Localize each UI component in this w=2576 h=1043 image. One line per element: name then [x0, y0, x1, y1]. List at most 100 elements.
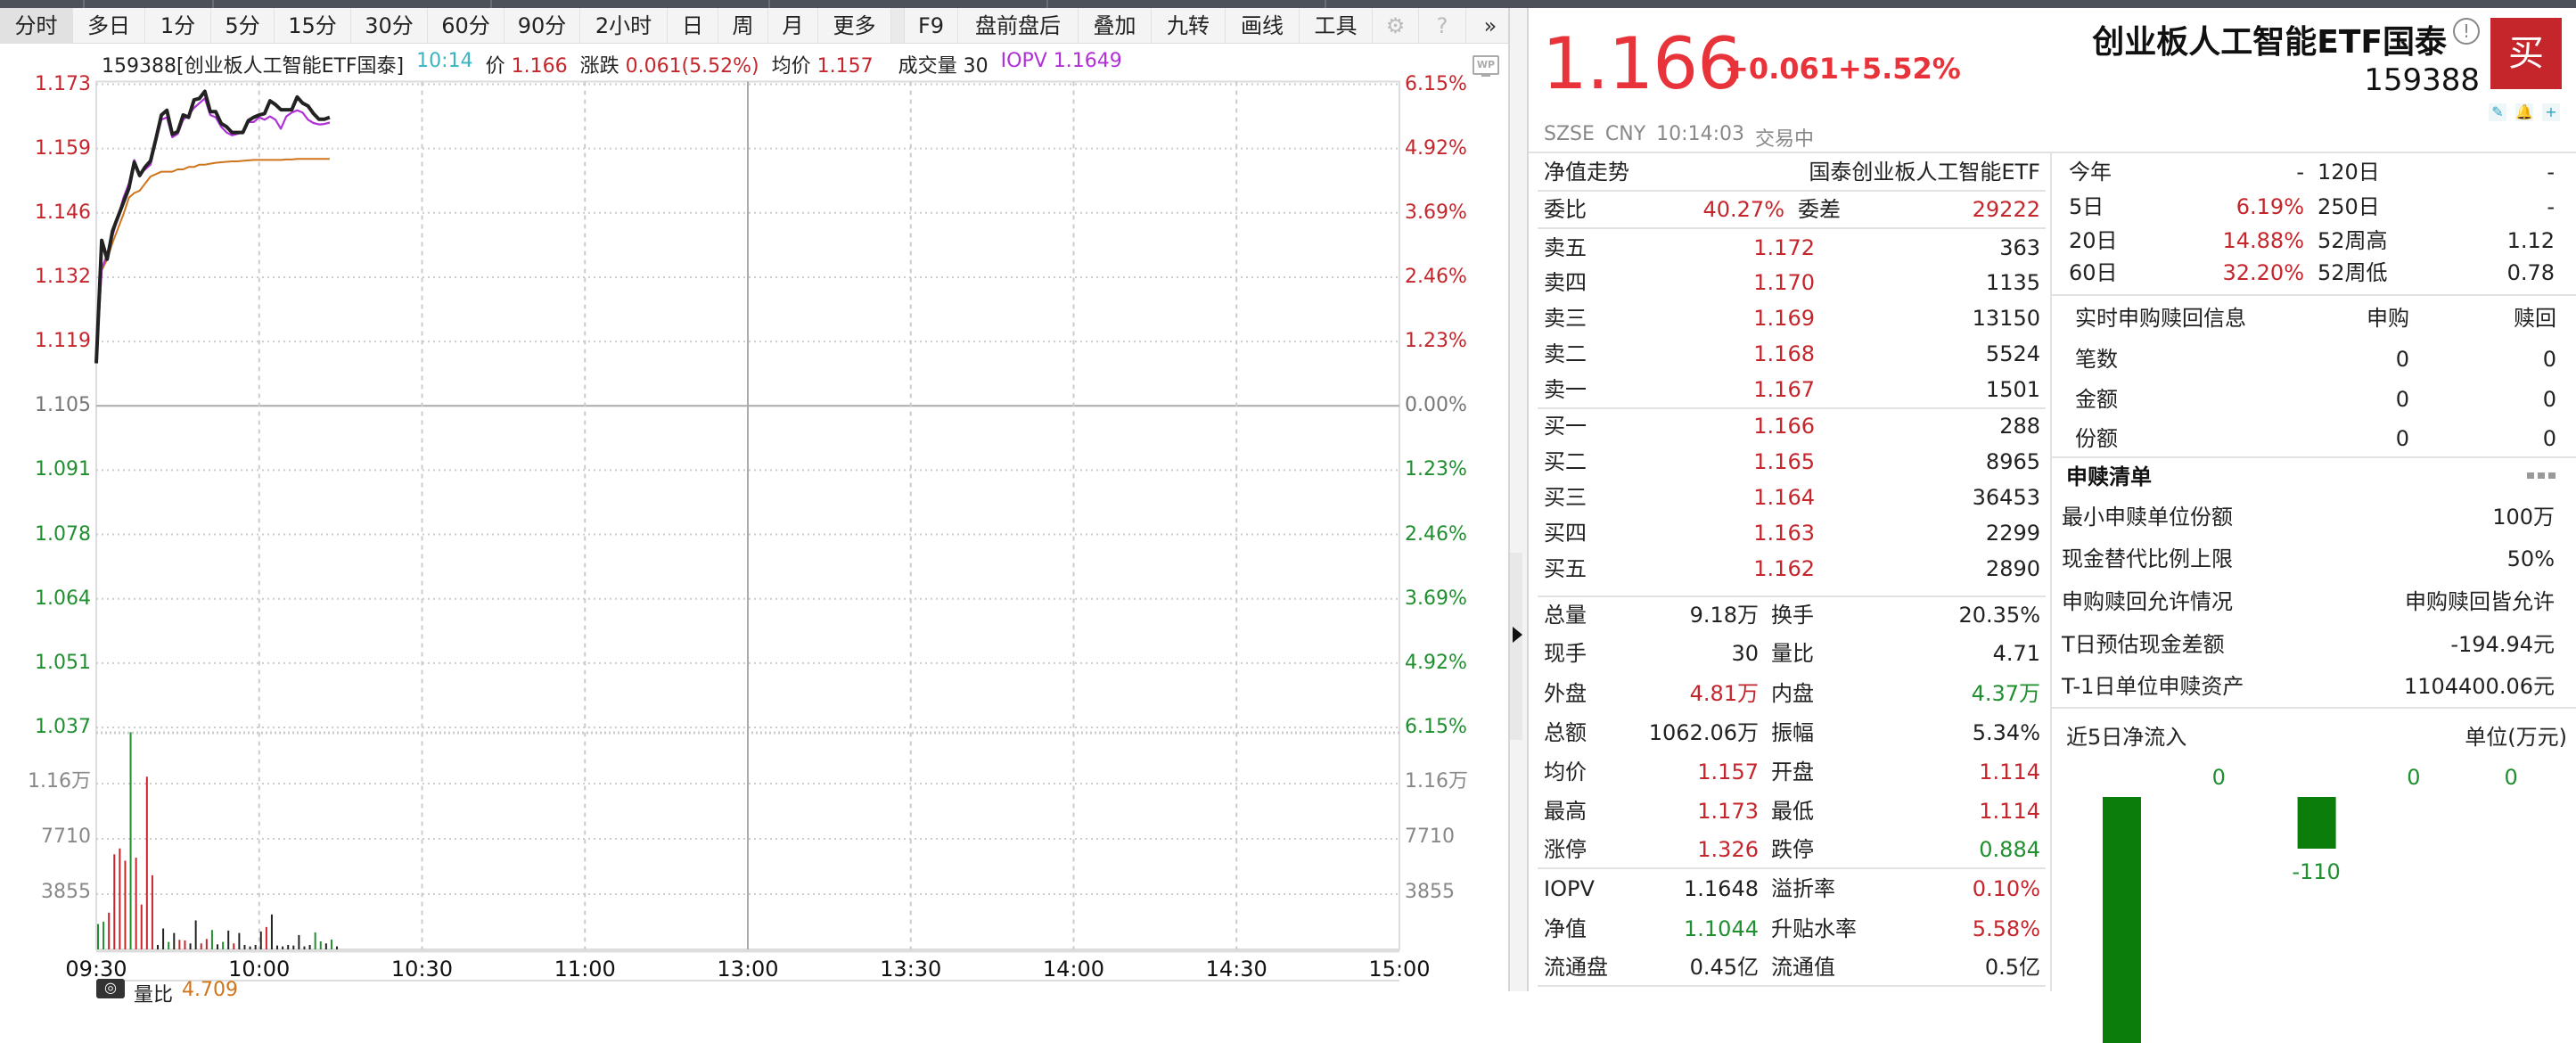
price-tick-label: 1.119 — [35, 330, 91, 353]
divider — [1538, 867, 2046, 869]
etf-stat-label: 升贴水率 — [1771, 916, 1857, 941]
price-tick-label: 1.037 — [35, 716, 91, 738]
period-return: 14.88% — [2222, 228, 2304, 253]
tool-button-0[interactable]: F9 — [905, 8, 958, 44]
intraday-chart[interactable] — [0, 0, 1506, 991]
weibi-label: 委比 — [1544, 197, 1587, 222]
window-top-band — [0, 0, 2576, 8]
tab-period-0[interactable]: 分时 — [0, 8, 73, 44]
price-label: 价 — [485, 55, 505, 78]
realtime-col-redeem: 赎回 — [2514, 306, 2556, 331]
period-label: 52周高 — [2318, 228, 2388, 253]
weicha-value: 29222 — [1972, 197, 2040, 222]
volume-tick-label-right: 7710 — [1405, 825, 1455, 848]
tab-period-10[interactable]: 周 — [718, 8, 768, 44]
time-tick-label: 15:00 — [1368, 957, 1431, 981]
etf-stat-label: IOPV — [1544, 876, 1595, 901]
bid-label: 买二 — [1544, 449, 1587, 474]
pct-tick-label: 3.69% — [1405, 201, 1467, 224]
collapse-handle[interactable] — [1510, 553, 1522, 740]
price-tick-label: 1.159 — [35, 136, 91, 160]
bid-qty: 2299 — [1985, 521, 2040, 546]
stat-value: 4.81万 — [1689, 681, 1759, 706]
time-tick-label: 09:30 — [65, 957, 127, 981]
divider — [2052, 294, 2576, 296]
tab-period-12[interactable]: 更多 — [818, 8, 891, 44]
avg-label: 均价 — [771, 55, 811, 78]
alert-circle-icon[interactable]: ! — [2453, 18, 2480, 45]
tab-period-2[interactable]: 1分 — [145, 8, 211, 44]
wp-monitor-icon[interactable]: WP — [1473, 55, 1499, 77]
etf-stat-label: 溢折率 — [1771, 876, 1835, 901]
pct-tick-label: 1.23% — [1405, 330, 1467, 353]
time-tick-label: 13:30 — [880, 957, 942, 981]
pct-tick-label: 0.00% — [1405, 394, 1467, 417]
realtime-redeem-value: 0 — [2542, 387, 2556, 412]
etf-stat-value: 0.10% — [1972, 876, 2040, 901]
creation-row-label: 申购赎回允许情况 — [2062, 589, 2233, 614]
tool-button-4[interactable]: 画线 — [1226, 8, 1300, 44]
security-code: 159388 — [2364, 62, 2480, 98]
tool-button-5[interactable]: 工具 — [1300, 8, 1373, 44]
period-label: 60日 — [2069, 260, 2118, 285]
tab-period-4[interactable]: 15分 — [275, 8, 351, 44]
tab-period-8[interactable]: 2小时 — [580, 8, 668, 44]
tab-period-9[interactable]: 日 — [668, 8, 718, 44]
pct-tick-label: 2.46% — [1405, 265, 1467, 288]
toolbar-gap — [891, 8, 905, 43]
stat-value: 20.35% — [1958, 603, 2040, 628]
time-tick-label: 14:00 — [1042, 957, 1105, 981]
stat-label: 现手 — [1544, 641, 1587, 666]
stat-label: 最高 — [1544, 799, 1587, 824]
realtime-subscribe-value: 0 — [2395, 387, 2409, 412]
bell-icon[interactable]: 🔔 — [2515, 103, 2533, 121]
tool-button-2[interactable]: 叠加 — [1079, 8, 1152, 44]
bid-price: 1.166 — [1753, 414, 1815, 439]
tab-period-5[interactable]: 30分 — [351, 8, 428, 44]
collapse-arrow-icon[interactable] — [1513, 627, 1522, 643]
tab-period-1[interactable]: 多日 — [73, 8, 145, 44]
indicator-toggle-icon[interactable]: ◎ — [96, 979, 125, 998]
tool-button-1[interactable]: 盘前盘后 — [958, 8, 1079, 44]
etf-stat-value: 5.58% — [1972, 916, 2040, 941]
realtime-subscribe-value: 0 — [2395, 426, 2409, 451]
tab-period-11[interactable]: 月 — [768, 8, 818, 44]
change-value: 0.061(5.52%) — [625, 55, 759, 78]
bid-label: 买五 — [1544, 556, 1587, 581]
stat-value: 1.173 — [1697, 799, 1759, 824]
stat-label: 内盘 — [1771, 681, 1814, 706]
add-icon[interactable]: + — [2542, 103, 2560, 121]
creation-row-value: 1104400.06元 — [2403, 674, 2555, 699]
stat-label: 量比 — [1771, 641, 1814, 666]
currency: CNY — [1604, 123, 1646, 145]
more-options-icon[interactable] — [2527, 472, 2555, 479]
etf-stat-value: 1.1648 — [1684, 876, 1759, 901]
gear-icon[interactable]: ⚙ — [1373, 8, 1419, 44]
tool-button-3[interactable]: 九转 — [1152, 8, 1226, 44]
tab-period-6[interactable]: 60分 — [428, 8, 505, 44]
stat-value: 0.884 — [1979, 837, 2040, 862]
creation-row-value: 申购赎回皆允许 — [2405, 589, 2555, 614]
volume-label: 成交量 — [898, 55, 957, 78]
pencil-icon[interactable]: ✎ — [2489, 103, 2506, 121]
stat-value: 1062.06万 — [1648, 720, 1759, 745]
pct-tick-label: 2.46% — [1405, 522, 1467, 546]
buy-button[interactable]: 买 — [2490, 18, 2562, 89]
netflow-label: 0 — [2407, 765, 2420, 790]
ask-qty: 1135 — [1985, 270, 2040, 295]
tab-period-3[interactable]: 5分 — [211, 8, 275, 44]
chart-info-line: 159388[创业板人工智能ETF国泰] 10:14 价 1.166 涨跌 0.… — [102, 50, 1122, 78]
tab-period-7[interactable]: 90分 — [505, 8, 580, 44]
period-label: 120日 — [2318, 160, 2380, 185]
help-icon[interactable]: ? — [1419, 8, 1466, 44]
stat-label: 外盘 — [1544, 681, 1587, 706]
avg-line — [95, 158, 330, 364]
period-value: 1.12 — [2506, 228, 2555, 253]
price-tick-label: 1.051 — [35, 651, 91, 674]
quote-time: 10:14:03 — [1656, 123, 1744, 145]
price-tick-label: 1.173 — [35, 72, 91, 95]
panel-splitter[interactable] — [1508, 8, 1529, 991]
pct-tick-label: 6.15% — [1405, 716, 1467, 738]
time-tick-label: 14:30 — [1205, 957, 1267, 981]
pct-tick-label: 4.92% — [1405, 651, 1467, 674]
